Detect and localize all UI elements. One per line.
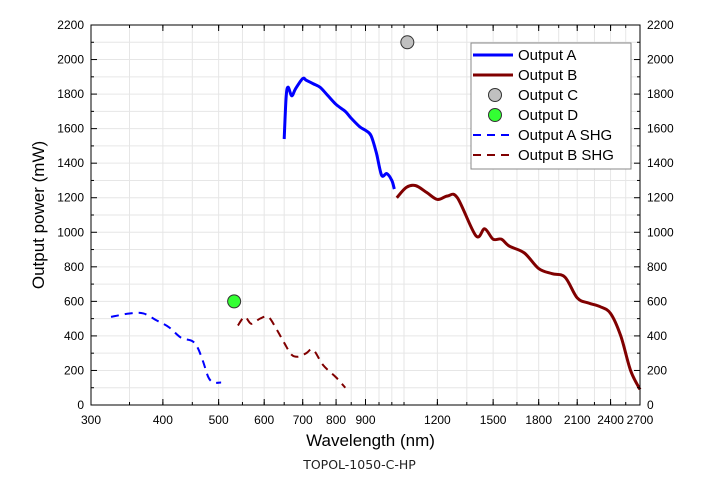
x-tick-label: 2700 bbox=[627, 413, 654, 427]
y-tick-label: 200 bbox=[64, 363, 84, 377]
y-tick-label: 0 bbox=[77, 398, 84, 412]
y-axis-title: Output power (mW) bbox=[29, 141, 48, 289]
output-d-point bbox=[227, 294, 242, 309]
output-c-point bbox=[400, 35, 415, 50]
legend-output-c-symbol bbox=[488, 88, 502, 102]
x-tick-label: 1800 bbox=[525, 413, 552, 427]
output-a-line bbox=[282, 76, 396, 190]
legend-output-b-label: Output B bbox=[518, 67, 577, 84]
y-tick-label: 600 bbox=[64, 294, 84, 308]
output-b-shg-line bbox=[237, 315, 347, 389]
x-tick-label: 600 bbox=[254, 413, 274, 427]
x-tick-label: 800 bbox=[326, 413, 346, 427]
y-right-tick-label: 400 bbox=[647, 329, 667, 343]
x-tick-label: 400 bbox=[153, 413, 173, 427]
y-right-tick-label: 0 bbox=[647, 398, 654, 412]
y-right-tick-label: 1600 bbox=[647, 122, 674, 136]
legend-output-d-label: Output D bbox=[518, 107, 578, 124]
legend-output-c-label: Output C bbox=[518, 87, 578, 104]
legend-box bbox=[470, 42, 632, 170]
y-right-tick-label: 1200 bbox=[647, 191, 674, 205]
y-right-tick-label: 1800 bbox=[647, 87, 674, 101]
y-tick-label: 1200 bbox=[57, 191, 84, 205]
y-tick-label: 1000 bbox=[57, 225, 84, 239]
y-tick-label: 400 bbox=[64, 329, 84, 343]
y-right-tick-label: 2000 bbox=[647, 53, 674, 67]
y-right-tick-label: 2200 bbox=[647, 18, 674, 32]
y-tick-label: 1400 bbox=[57, 156, 84, 170]
legend-output-b-shg-label: Output B SHG bbox=[518, 147, 614, 164]
legend: Output A Output B Output C Output D Output A… bbox=[470, 42, 632, 170]
y-tick-label: 1800 bbox=[57, 87, 84, 101]
output-a-shg-line bbox=[110, 311, 222, 384]
x-tick-label: 2100 bbox=[564, 413, 591, 427]
legend-output-a-label: Output A bbox=[518, 47, 576, 64]
x-tick-label: 700 bbox=[293, 413, 313, 427]
y-right-tick-label: 600 bbox=[647, 294, 667, 308]
x-axis-title: Wavelength (nm) bbox=[306, 431, 435, 450]
legend-output-a-shg-label: Output A SHG bbox=[518, 127, 612, 144]
chart: 300 400 500 600 700 800 900 1200 1500 1800 2100 240… bbox=[29, 18, 674, 450]
y-tick-label: 2000 bbox=[57, 53, 84, 67]
x-tick-label: 1200 bbox=[424, 413, 451, 427]
x-tick-label: 1500 bbox=[480, 413, 507, 427]
y-right-tick-label: 1400 bbox=[647, 156, 674, 170]
y-right-tick-label: 1000 bbox=[647, 225, 674, 239]
y-tick-label: 800 bbox=[64, 260, 84, 274]
output-b-line bbox=[395, 183, 642, 391]
axes: 300 400 500 600 700 800 900 1200 1500 1800 2100 240… bbox=[57, 18, 674, 427]
y-right-tick-label: 200 bbox=[647, 363, 667, 377]
x-tick-label: 900 bbox=[355, 413, 375, 427]
y-right-tick-label: 800 bbox=[647, 260, 667, 274]
chart-caption: TOPOL-1050-C-HP bbox=[303, 457, 416, 472]
legend-output-d-symbol bbox=[488, 108, 502, 122]
y-tick-label: 2200 bbox=[57, 18, 84, 32]
x-tick-label: 300 bbox=[81, 413, 101, 427]
x-tick-label: 500 bbox=[209, 413, 229, 427]
series-layer bbox=[110, 35, 642, 391]
x-tick-label: 2400 bbox=[597, 413, 624, 427]
y-tick-label: 1600 bbox=[57, 122, 84, 136]
